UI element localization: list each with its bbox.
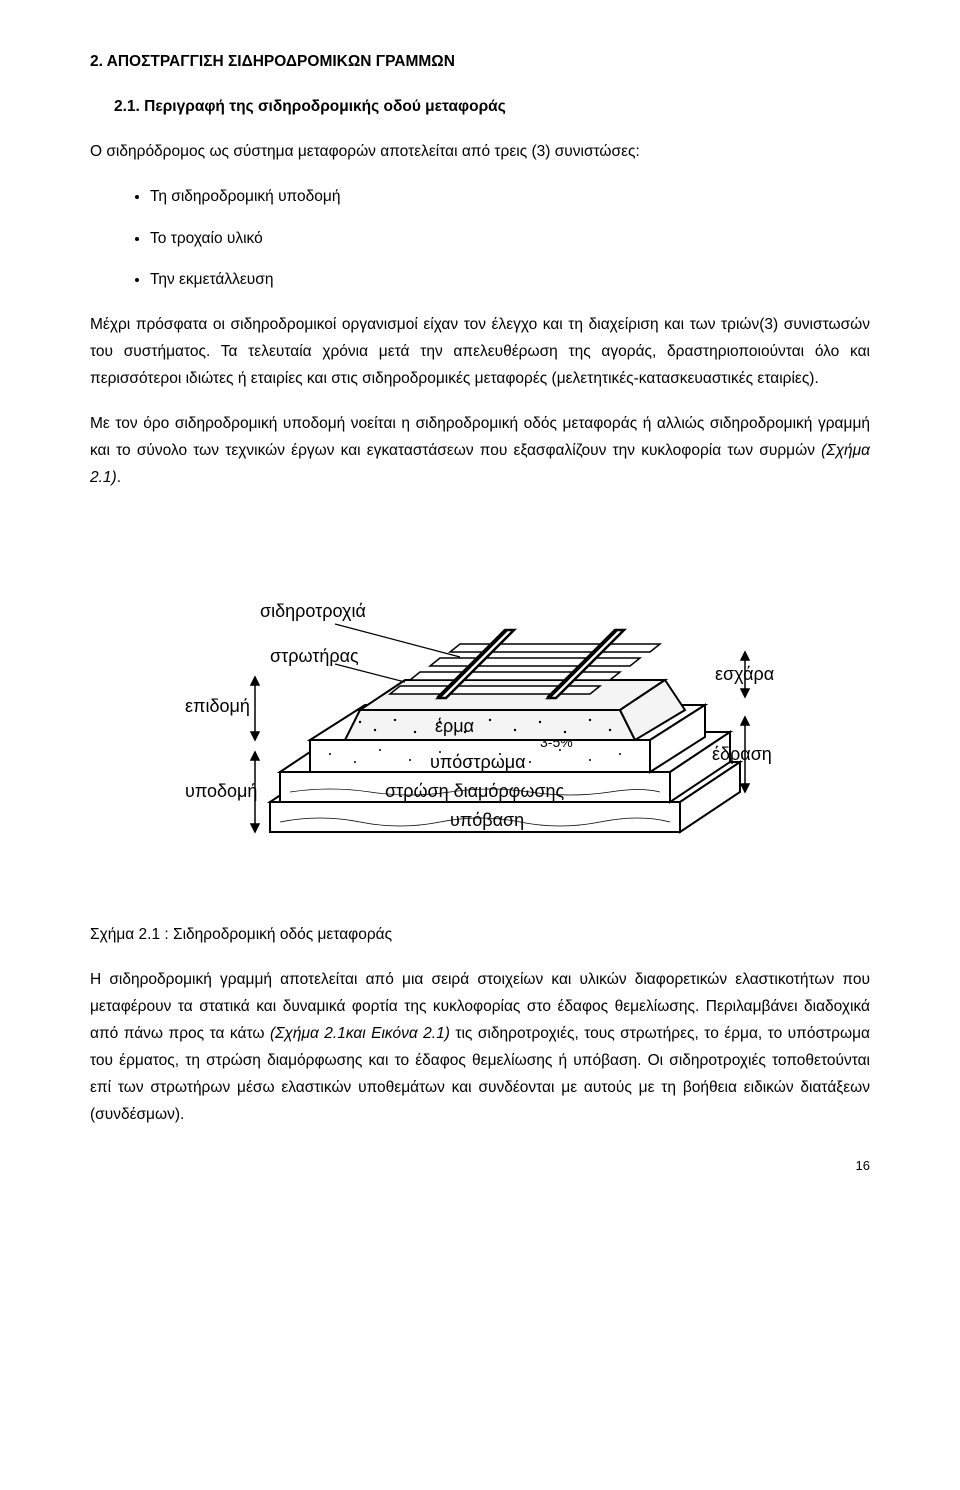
section-heading: 2. ΑΠΟΣΤΡΑΓΓΙΣΗ ΣΙΔΗΡΟΔΡΟΜΙΚΩΝ ΓΡΑΜΜΩΝ — [90, 48, 870, 75]
escara-label: εσχάρα — [715, 664, 774, 684]
rail-label: σιδηροτροχιά — [260, 601, 366, 621]
subgrade-label: υπόβαση — [450, 810, 524, 830]
page-container: 2. ΑΠΟΣΤΡΑΓΓΙΣΗ ΣΙΔΗΡΟΔΡΟΜΙΚΩΝ ΓΡΑΜΜΩΝ 2… — [0, 0, 960, 1207]
sleeper-label: στρωτήρας — [270, 646, 359, 666]
page-number: 16 — [90, 1155, 870, 1178]
subballast-label: υπόστρωμα — [430, 752, 526, 772]
components-list: Τη σιδηροδρομική υποδομή Το τροχαίο υλικ… — [90, 183, 870, 292]
list-item: Την εκμετάλλευση — [150, 266, 870, 293]
edrasi-label: έδραση — [712, 744, 772, 764]
figure-caption: Σχήμα 2.1 : Σιδηροδρομική οδός μεταφοράς — [90, 921, 870, 948]
paragraph-text: Με τον όρο σιδηροδρομική υποδομή νοείται… — [90, 415, 870, 459]
figure-reference: (Σχήμα 2.1και Εικόνα 2.1) — [270, 1025, 450, 1042]
body-paragraph: Η σιδηροδρομική γραμμή αποτελείται από μ… — [90, 966, 870, 1129]
superstructure-label: επιδομή — [185, 696, 250, 716]
sub-heading: 2.1. Περιγραφή της σιδηροδρομικής οδού μ… — [114, 93, 870, 120]
list-item: Το τροχαίο υλικό — [150, 225, 870, 252]
ballast-label: έρμα — [435, 716, 474, 736]
figure-container: 3-5% — [90, 522, 870, 891]
body-paragraph: Μέχρι πρόσφατα οι σιδηροδρομικοί οργανισ… — [90, 311, 870, 392]
list-item: Τη σιδηροδρομική υποδομή — [150, 183, 870, 210]
intro-paragraph: Ο σιδηρόδρομος ως σύστημα μεταφορών αποτ… — [90, 138, 870, 165]
substructure-label: υποδομή — [185, 781, 257, 801]
body-paragraph: Με τον όρο σιδηροδρομική υποδομή νοείται… — [90, 410, 870, 491]
formation-layer-label: στρώση διαμόρφωσης — [385, 781, 565, 801]
paragraph-text: . — [117, 469, 121, 486]
railway-cross-section-figure: 3-5% — [160, 522, 800, 882]
